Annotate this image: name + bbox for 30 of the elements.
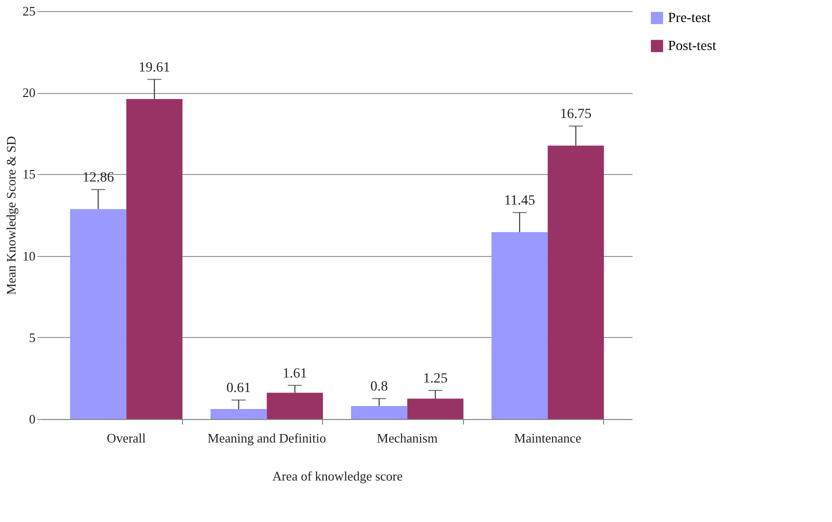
data-label: 0.61 [226,381,251,396]
y-tick-label: 10 [22,248,36,264]
x-tick-label: Maintenance [514,430,582,446]
bar [492,232,548,419]
y-tick-label: 25 [22,4,36,18]
bar [407,398,464,419]
data-label: 11.45 [504,194,536,209]
x-tick-label: Mechanism [376,430,438,446]
x-axis-title: Area of knowledge score [272,468,403,484]
bar [126,98,182,419]
bar [70,209,126,419]
y-tick-label: 5 [29,330,36,345]
y-tick-label: 20 [22,85,36,100]
y-tick-label: 0 [29,412,36,426]
data-label: 16.75 [560,107,592,122]
bar [351,406,408,419]
x-tick-label: Overall [106,430,146,446]
data-label: 1.25 [423,371,448,386]
x-tick-label: Meaning and Definitio [208,430,326,446]
data-label: 19.61 [138,60,170,76]
data-label: 1.61 [282,366,308,382]
bar [210,409,267,419]
y-tick-label: 15 [22,166,36,182]
bar [548,146,604,419]
legend-label: Pre-test [668,11,711,26]
bar [266,392,323,419]
legend-label: Post-test [668,39,716,54]
y-axis-title: Mean Knowledge Score & SD [4,136,18,295]
data-label: 0.8 [370,380,388,395]
data-label: 12.86 [82,170,114,186]
